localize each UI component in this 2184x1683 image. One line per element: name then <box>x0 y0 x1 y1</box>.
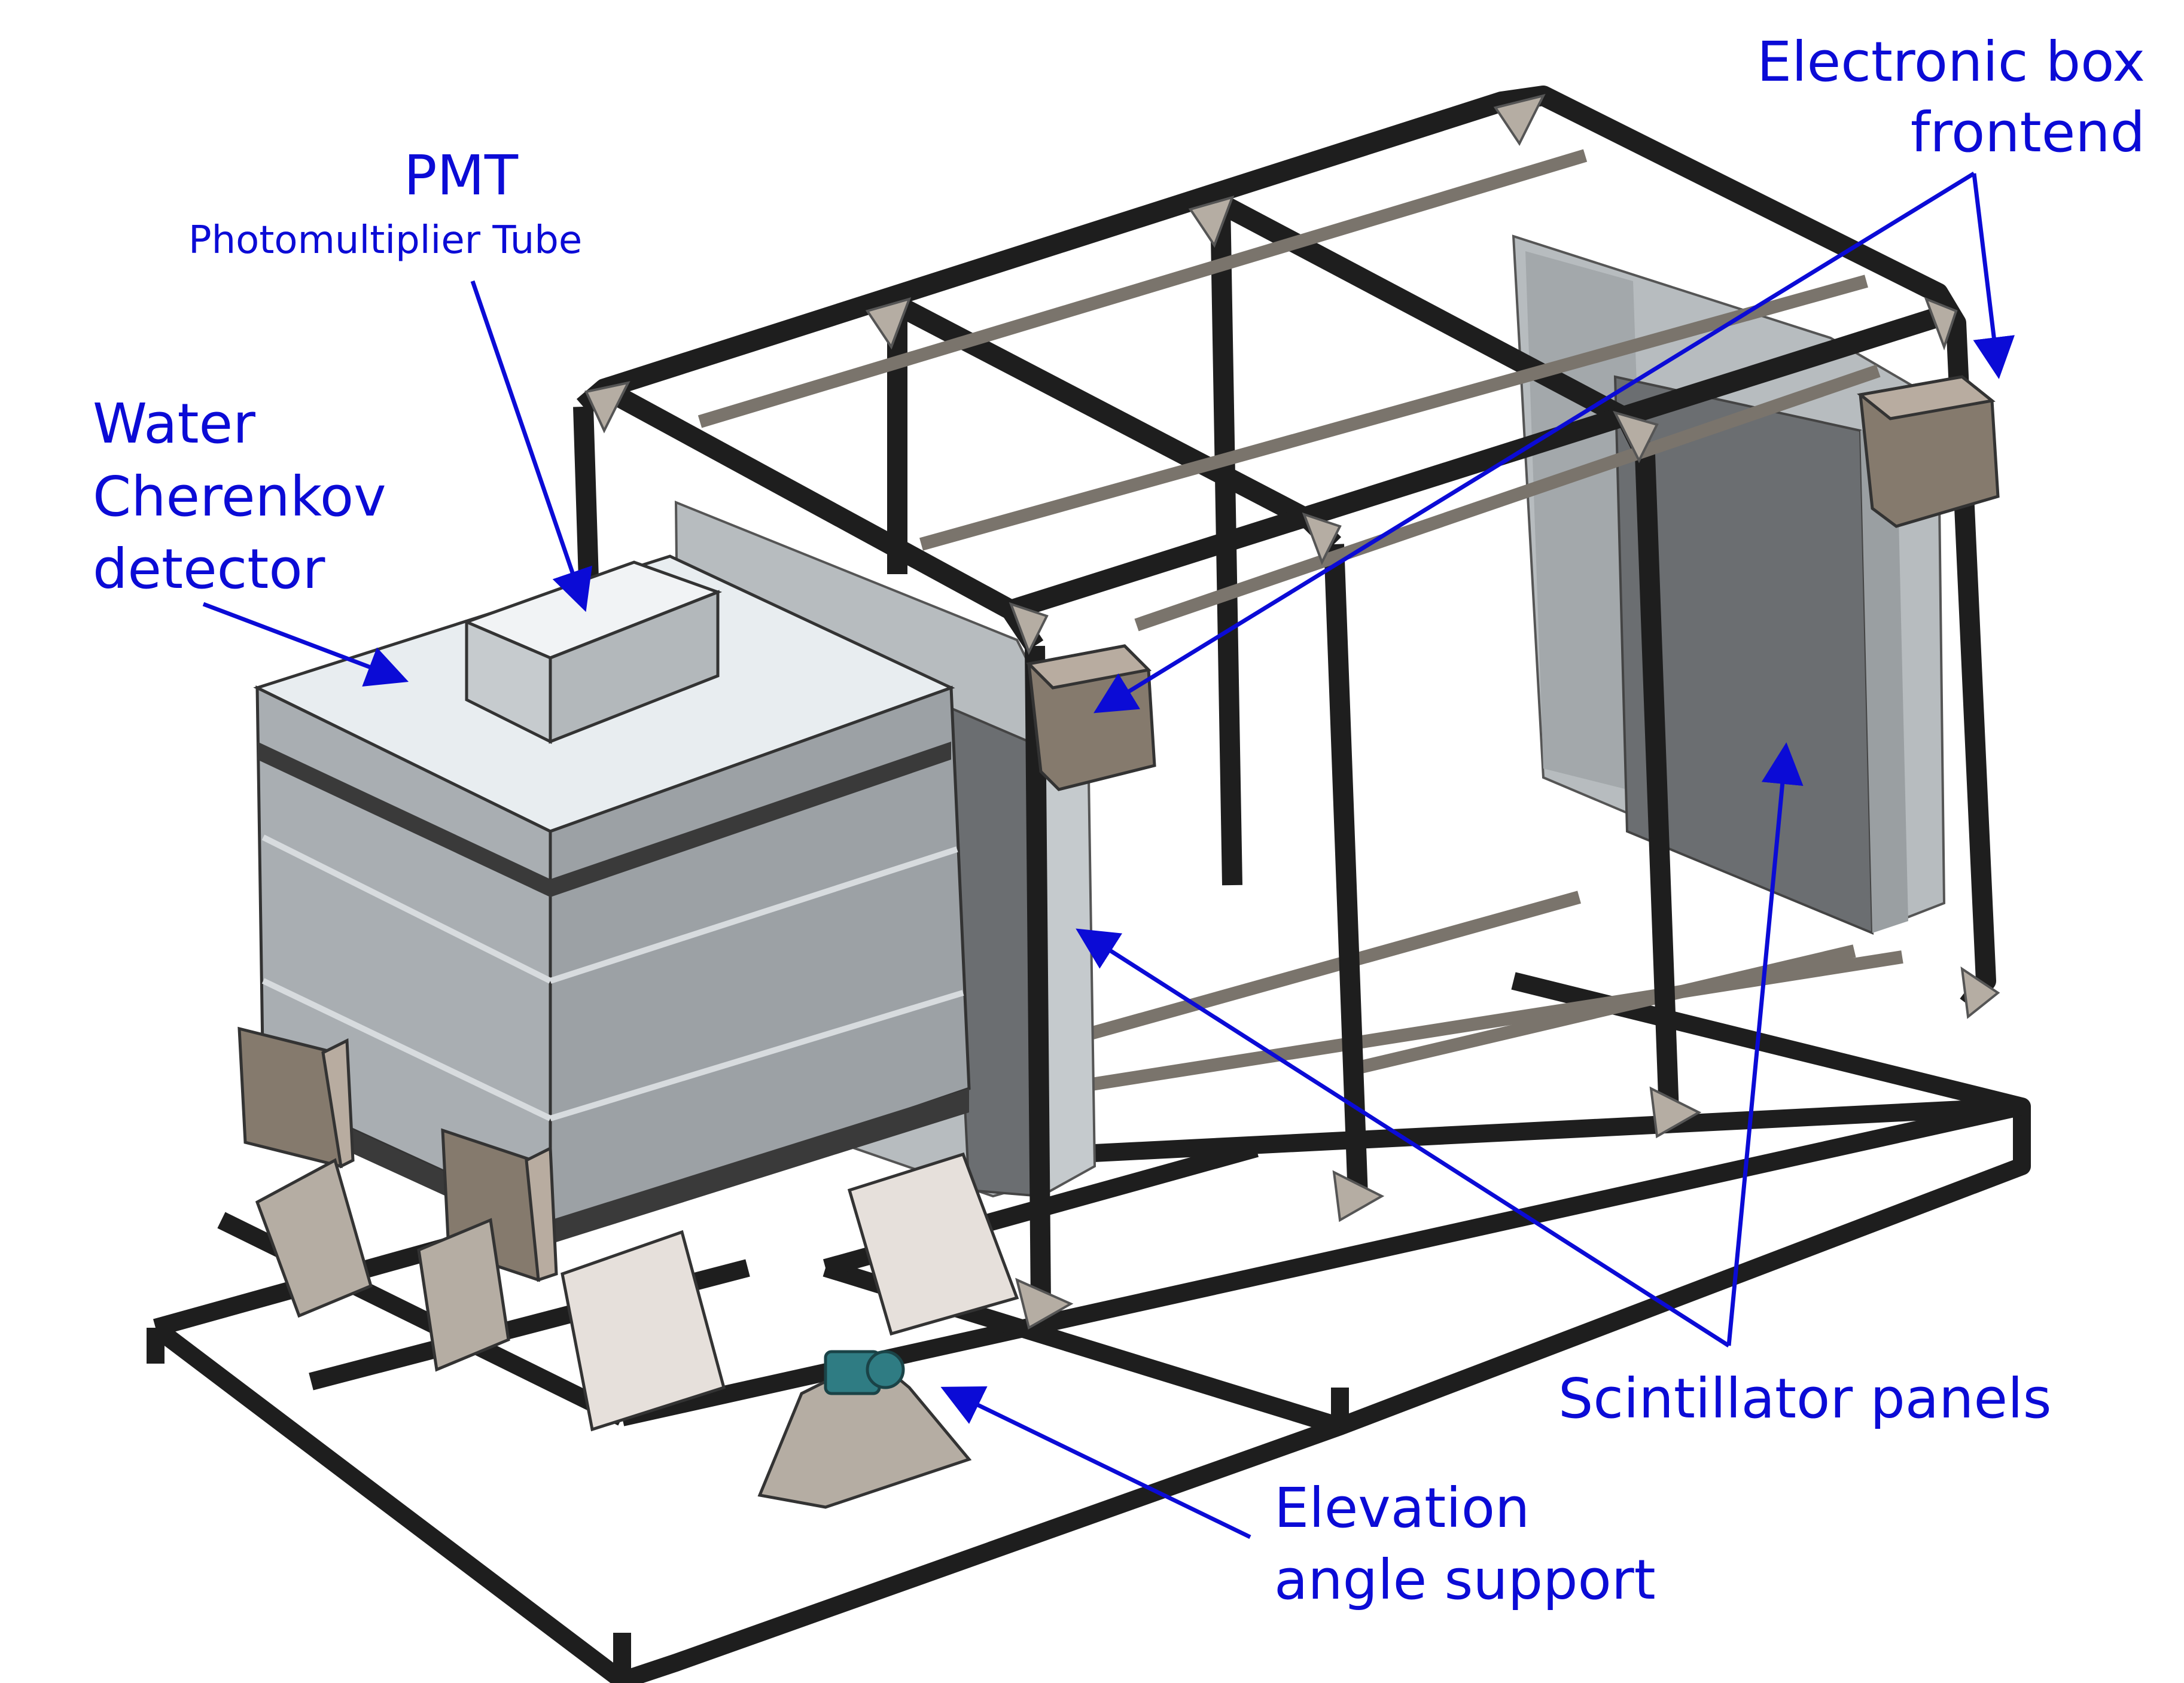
pmt-label-subtitle: Photomultiplier Tube <box>188 218 583 263</box>
wcd-label-line3: detector <box>93 537 325 601</box>
gussets <box>584 94 2000 1330</box>
annotation-arrows <box>202 172 2015 1539</box>
wcd-label-line2: Cherenkov <box>93 465 386 529</box>
scintillator-label: Scintillator panels <box>1558 1367 2052 1431</box>
ebox-label-line1: Electronic box <box>1756 30 2145 94</box>
pmt-box <box>462 560 723 745</box>
arrow-elevation <box>940 1386 1251 1539</box>
wcd-label-line1: Water <box>93 392 255 456</box>
top-rails <box>697 149 1881 632</box>
elevation-motor <box>824 1350 905 1395</box>
arrow-ebox-right <box>1972 173 2015 379</box>
arrow-scint-left <box>1076 928 1730 1347</box>
arrow-wcd <box>202 602 409 687</box>
elevation-label-line2: angle support <box>1274 1548 1656 1612</box>
support-feet <box>255 1152 1019 1509</box>
arrow-scint-right <box>1726 742 1804 1346</box>
elevation-label-line1: Elevation <box>1274 1476 1530 1540</box>
ebox-label-line2: frontend <box>1910 100 2145 164</box>
arrow-ebox-left <box>1093 172 1975 714</box>
arrow-pmt <box>470 280 592 612</box>
pmt-label-title: PMT <box>404 144 519 208</box>
base-rails <box>1063 891 1903 1095</box>
